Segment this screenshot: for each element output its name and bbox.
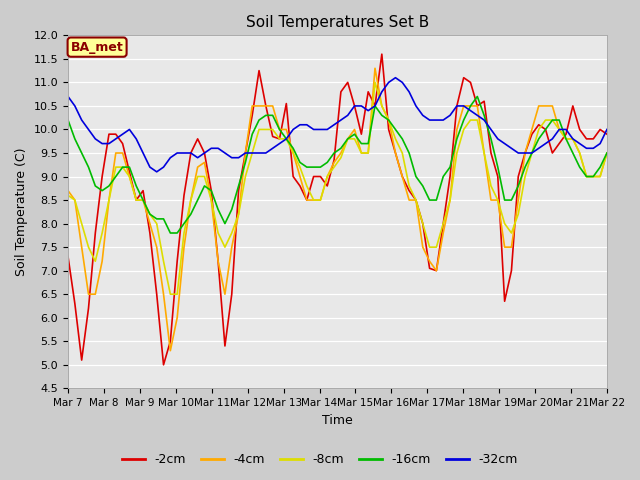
Legend: -2cm, -4cm, -8cm, -16cm, -32cm: -2cm, -4cm, -8cm, -16cm, -32cm — [117, 448, 523, 471]
Title: Soil Temperatures Set B: Soil Temperatures Set B — [246, 15, 429, 30]
X-axis label: Time: Time — [322, 414, 353, 427]
Y-axis label: Soil Temperature (C): Soil Temperature (C) — [15, 147, 28, 276]
Text: BA_met: BA_met — [71, 41, 124, 54]
